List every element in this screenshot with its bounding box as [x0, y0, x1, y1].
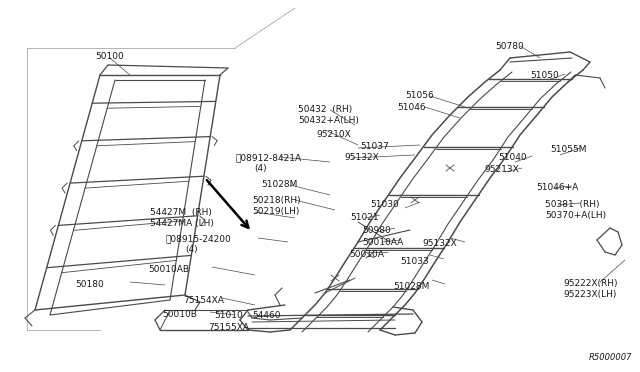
Text: 51037: 51037	[360, 142, 388, 151]
Text: 51030: 51030	[370, 200, 399, 209]
Text: ⓜ08915-24200: ⓜ08915-24200	[166, 234, 232, 243]
Text: 50432+A(LH): 50432+A(LH)	[298, 116, 359, 125]
Text: 54460: 54460	[252, 311, 280, 320]
Text: 51056: 51056	[405, 91, 434, 100]
Text: ⓝ08912-8421A: ⓝ08912-8421A	[235, 153, 301, 162]
Text: 51028M: 51028M	[393, 282, 429, 291]
Text: 50010AB: 50010AB	[148, 265, 189, 274]
Text: 51040: 51040	[498, 153, 527, 162]
Text: 50780: 50780	[495, 42, 524, 51]
Text: 51050: 51050	[530, 71, 559, 80]
Text: 51010: 51010	[214, 311, 243, 320]
Text: 95222X(RH): 95222X(RH)	[563, 279, 618, 288]
Text: 95223X(LH): 95223X(LH)	[563, 290, 616, 299]
Text: 50180: 50180	[75, 280, 104, 289]
Text: 51033: 51033	[400, 257, 429, 266]
Text: 51028M: 51028M	[261, 180, 298, 189]
Text: 50218(RH): 50218(RH)	[252, 196, 301, 205]
Text: 54427M  (RH): 54427M (RH)	[150, 208, 212, 217]
Text: R5000007: R5000007	[589, 353, 632, 362]
Text: 50010AA: 50010AA	[362, 238, 403, 247]
Text: 50010A: 50010A	[349, 250, 384, 259]
Text: 51046: 51046	[397, 103, 426, 112]
Text: (4): (4)	[254, 164, 267, 173]
Text: 50980: 50980	[362, 226, 391, 235]
Text: 50010B: 50010B	[162, 310, 197, 319]
Text: 75154XA: 75154XA	[183, 296, 224, 305]
Text: (4): (4)	[185, 245, 198, 254]
Text: 95213X: 95213X	[484, 165, 519, 174]
Text: 95210X: 95210X	[316, 130, 351, 139]
Text: 50381  (RH): 50381 (RH)	[545, 200, 600, 209]
Text: 51021: 51021	[350, 213, 379, 222]
Text: 54427MA (LH): 54427MA (LH)	[150, 219, 214, 228]
Text: 75155XA: 75155XA	[208, 323, 249, 332]
Text: 51055M: 51055M	[550, 145, 586, 154]
Text: 95132X: 95132X	[344, 153, 379, 162]
Text: 50370+A(LH): 50370+A(LH)	[545, 211, 606, 220]
Text: 50100: 50100	[95, 52, 124, 61]
Text: 50432  (RH): 50432 (RH)	[298, 105, 352, 114]
Text: 95132X: 95132X	[422, 239, 457, 248]
Text: 50219(LH): 50219(LH)	[252, 207, 300, 216]
Text: 51046+A: 51046+A	[536, 183, 579, 192]
